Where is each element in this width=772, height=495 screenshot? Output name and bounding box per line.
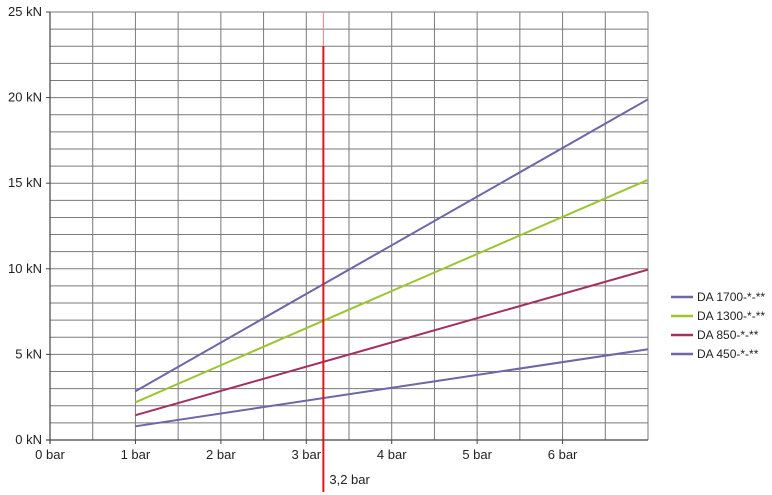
x-tick-label: 0 bar bbox=[35, 447, 65, 462]
y-tick-label: 5 kN bbox=[15, 346, 42, 361]
annotation-label: 3,2 bar bbox=[329, 472, 370, 487]
series-line-3 bbox=[135, 348, 649, 428]
series-line-1 bbox=[135, 178, 649, 404]
x-tick-label: 6 bar bbox=[548, 447, 578, 462]
series-line-0 bbox=[134, 98, 649, 393]
series-layer bbox=[134, 98, 649, 428]
grid bbox=[49, 11, 649, 441]
legend-label: DA 850-*-** bbox=[697, 328, 759, 342]
axes bbox=[46, 12, 648, 444]
y-tick-label: 20 kN bbox=[8, 90, 42, 105]
series-line-2 bbox=[135, 268, 649, 417]
y-tick-label: 10 kN bbox=[8, 261, 42, 276]
y-tick-labels: 0 kN 5 kN 10 kN 15 kN 20 kN 25 kN bbox=[8, 4, 50, 447]
legend-label: DA 450-*-** bbox=[697, 347, 759, 361]
x-tick-label: 5 bar bbox=[462, 447, 492, 462]
annotation-layer: 3,2 bar bbox=[322, 12, 371, 492]
x-tick-label: 2 bar bbox=[206, 447, 236, 462]
x-tick-label: 4 bar bbox=[377, 447, 407, 462]
legend-label: DA 1300-*-** bbox=[697, 309, 765, 323]
y-tick-label: 15 kN bbox=[8, 175, 42, 190]
legend: DA 1700-*-** DA 1300-*-** DA 850-*-** DA 45… bbox=[671, 290, 765, 361]
x-tick-label: 3 bar bbox=[291, 447, 321, 462]
y-tick-label: 0 kN bbox=[15, 432, 42, 447]
y-tick-label: 25 kN bbox=[8, 4, 42, 19]
legend-label: DA 1700-*-** bbox=[697, 290, 765, 304]
x-tick-labels: 0 bar 1 bar 2 bar 3 bar 4 bar 5 bar 6 bar bbox=[35, 440, 578, 462]
x-tick-label: 1 bar bbox=[121, 447, 151, 462]
